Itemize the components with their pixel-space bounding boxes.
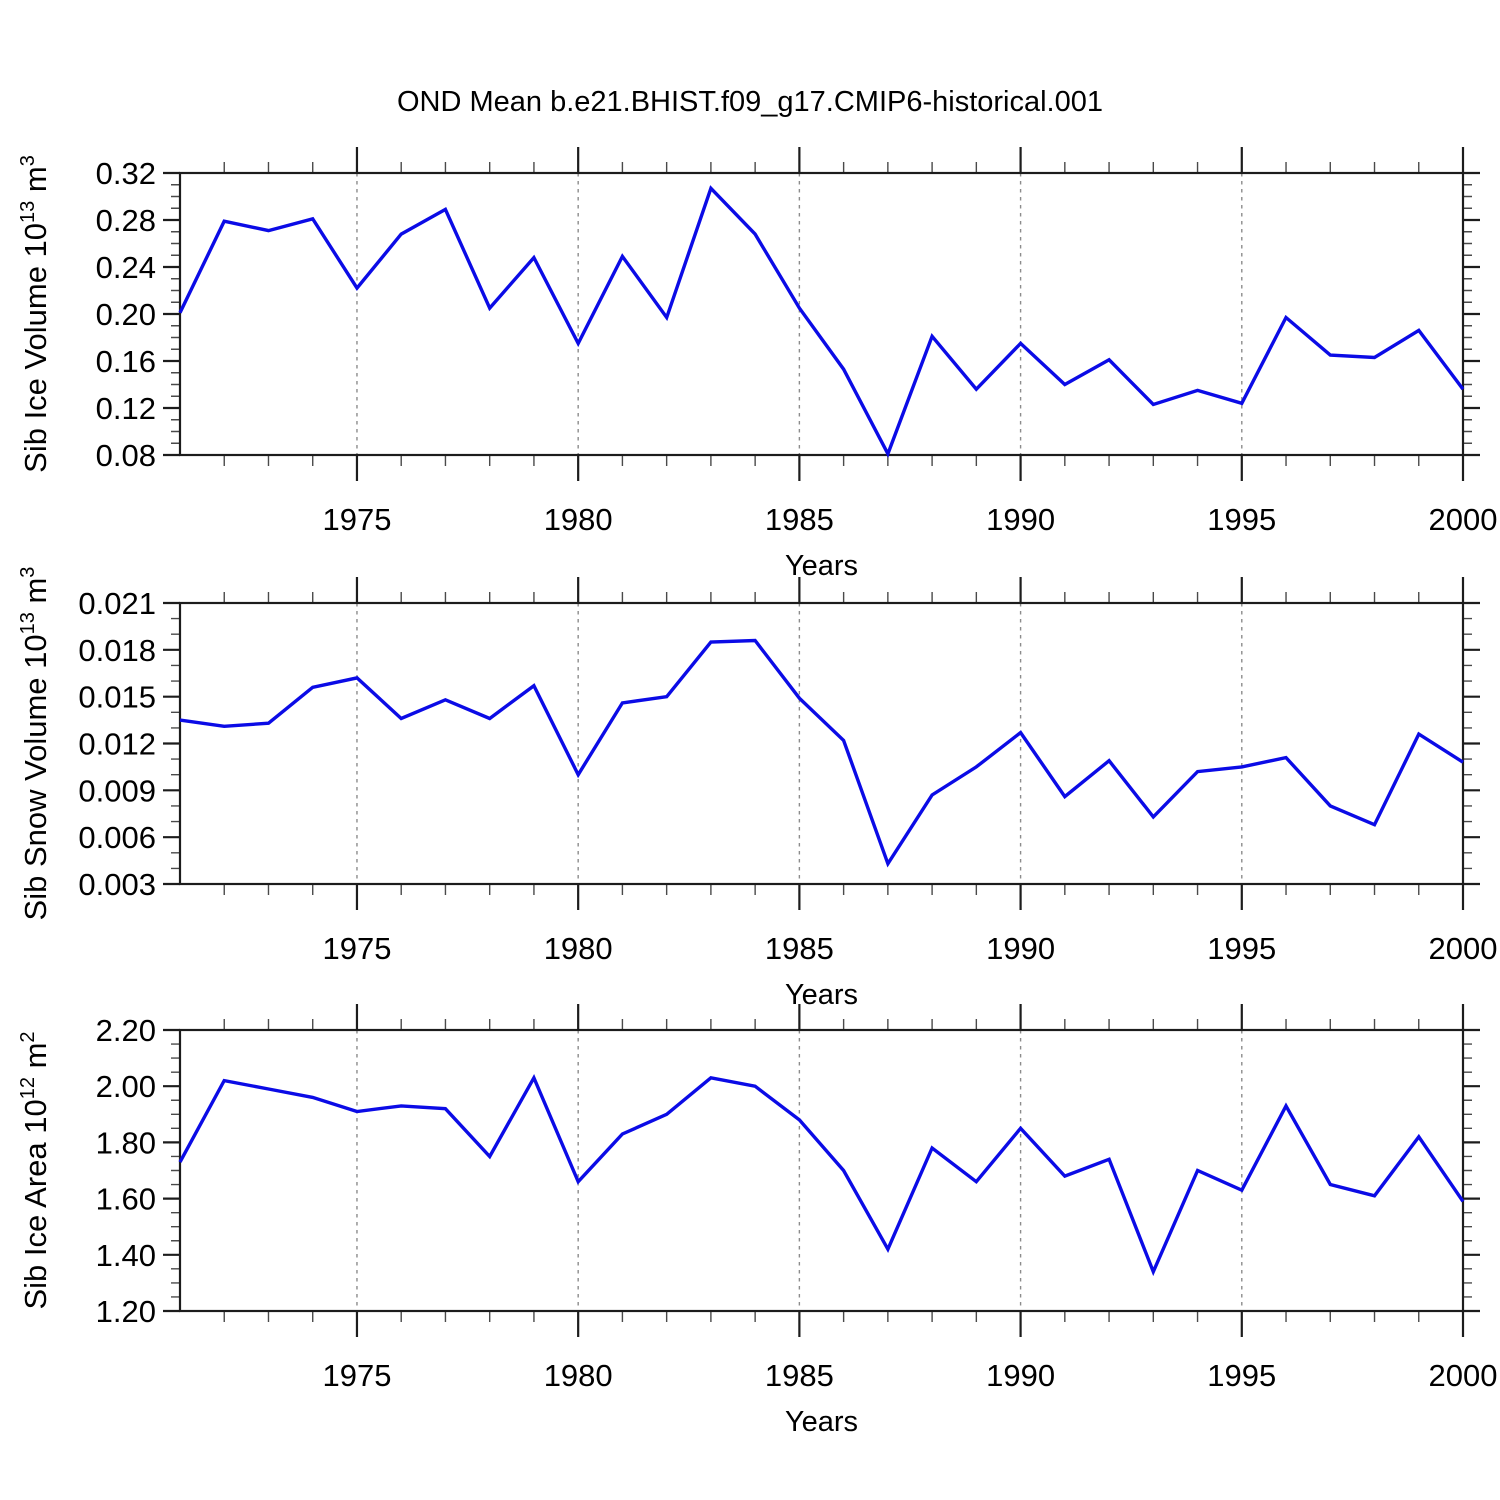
y-tick-label: 0.12 [96, 391, 156, 426]
y-tick-label: 0.006 [78, 820, 156, 855]
major-ticks [163, 1004, 1480, 1337]
chart-2-group: 0.003 0.006 0.009 0.012 0.015 0.018 0.021 1975 1… [17, 567, 1497, 1011]
major-ticks [163, 577, 1480, 910]
y-tick-label: 1.20 [96, 1294, 156, 1329]
x-tick-label: 1980 [544, 502, 613, 537]
x-tick-label: 1995 [1207, 1358, 1276, 1393]
plot-frame [178, 601, 1465, 886]
x-tick-label: 1985 [765, 1358, 834, 1393]
gridlines [356, 173, 1243, 455]
x-axis-title: Years [785, 979, 858, 1011]
x-axis-title: Years [785, 550, 858, 582]
x-tick-label: 1990 [986, 931, 1055, 966]
x-tick-label: 1995 [1207, 931, 1276, 966]
y-axis-title: Sib Ice Area 1012 m2 [17, 1031, 53, 1309]
x-tick-label: 1990 [986, 1358, 1055, 1393]
y-tick-label: 0.16 [96, 344, 156, 379]
gridlines [356, 603, 1243, 884]
data-line [178, 1073, 1465, 1277]
y-tick-label: 0.018 [78, 633, 156, 668]
y-tick-label: 0.28 [96, 203, 156, 238]
minor-ticks [171, 592, 1472, 895]
x-tick-label: 1990 [986, 502, 1055, 537]
major-ticks [163, 147, 1480, 481]
y-tick-label: 2.00 [96, 1069, 156, 1104]
minor-ticks [171, 1019, 1472, 1322]
y-tick-label: 0.015 [78, 680, 156, 715]
x-tick-label: 1995 [1207, 502, 1276, 537]
x-tick-label: 1975 [322, 1358, 391, 1393]
x-tick-label: 1975 [322, 502, 391, 537]
x-tick-label: 1975 [322, 931, 391, 966]
minor-ticks [171, 162, 1472, 466]
y-tick-label: 0.08 [96, 438, 156, 473]
chart-1-group: 0.08 0.12 0.16 0.20 0.24 0.28 0.32 1975 1980 1985… [17, 147, 1497, 582]
x-axis-title: Years [785, 1406, 858, 1438]
y-tick-label: 1.60 [96, 1182, 156, 1217]
y-tick-label: 0.012 [78, 727, 156, 762]
y-tick-label: 2.20 [96, 1013, 156, 1048]
x-tick-label: 1980 [544, 931, 613, 966]
data-line [179, 638, 1464, 868]
y-tick-label: 0.021 [78, 586, 156, 621]
x-tick-label: 2000 [1429, 502, 1498, 537]
y-tick-label: 0.32 [96, 156, 156, 191]
y-axis-title: Sib Ice Volume 1013 m3 [17, 155, 53, 473]
plot-frame [178, 1028, 1465, 1313]
y-tick-label: 0.24 [96, 250, 156, 285]
figure-title: OND Mean b.e21.BHIST.f09_g17.CMIP6-histo… [396, 86, 1103, 118]
x-tick-label: 1985 [765, 931, 834, 966]
chart-3-group: 1.20 1.40 1.60 1.80 2.00 2.20 1975 1980 1985 1990… [17, 1004, 1497, 1438]
y-tick-label: 0.003 [78, 867, 156, 902]
gridlines [356, 1030, 1243, 1311]
x-tick-label: 2000 [1429, 1358, 1498, 1393]
y-tick-label: 1.40 [96, 1238, 156, 1273]
plot-frame [178, 171, 1465, 457]
x-tick-label: 1980 [544, 1358, 613, 1393]
y-tick-label: 0.20 [96, 297, 156, 332]
y-tick-label: 1.80 [96, 1125, 156, 1160]
x-tick-label: 1985 [765, 502, 834, 537]
data-line [178, 185, 1465, 458]
y-tick-label: 0.009 [78, 773, 156, 808]
x-tick-label: 2000 [1429, 931, 1498, 966]
y-axis-title: Sib Snow Volume 1013 m3 [17, 567, 53, 921]
